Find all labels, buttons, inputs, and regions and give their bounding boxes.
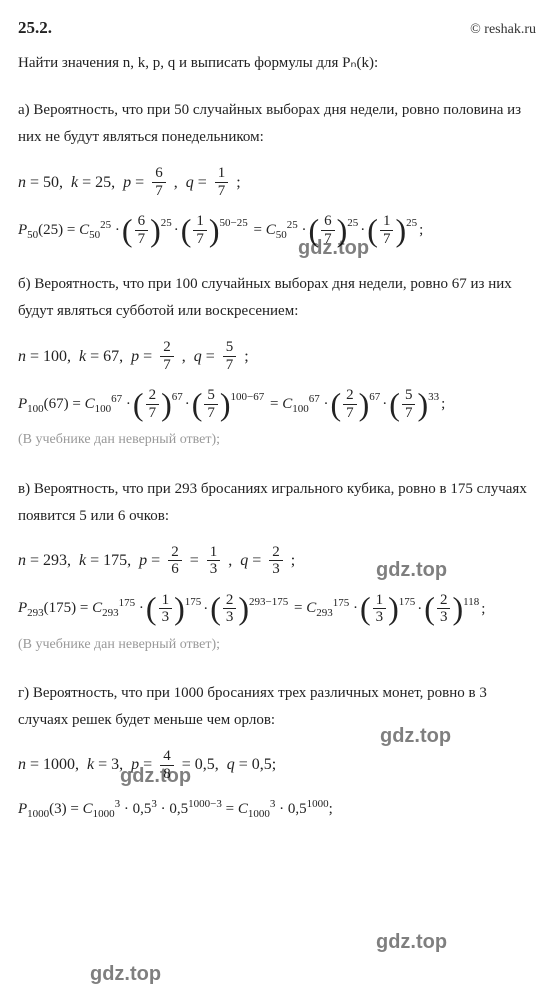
section-a: а) Вероятность, что при 50 случайных выб… <box>18 97 536 247</box>
section-d-formula: P1000(3) = C10003 · 0,53 · 0,51000−3 = C… <box>18 796 536 824</box>
watermark: gdz.top <box>376 926 447 958</box>
op: ; <box>441 392 445 416</box>
op: · <box>360 218 365 242</box>
header: 25.2. © reshak.ru <box>18 14 536 41</box>
credit: © reshak.ru <box>470 19 536 41</box>
term: (57)100−67 <box>192 387 265 421</box>
section-d-params: n = 1000, k = 3, p = 48 = 0,5, q = 0,5; <box>18 748 536 782</box>
param: ; <box>291 548 295 574</box>
term: (23)293−175 <box>210 592 288 626</box>
op: · <box>174 218 179 242</box>
term: (57)33 <box>389 387 439 421</box>
op: · <box>203 597 208 621</box>
fraction: 23 <box>269 544 283 578</box>
section-c: в) Вероятность, что при 293 бросаниях иг… <box>18 476 536 656</box>
task-statement: Найти значения n, k, p, q и выписать фор… <box>18 51 536 75</box>
fraction: 17 <box>215 165 229 199</box>
fraction: 26 <box>168 544 182 578</box>
param: n = 1000, k = 3, p = <box>18 752 152 778</box>
op: = C10067 · <box>266 391 328 419</box>
term: (17)25 <box>367 213 417 247</box>
op: · <box>417 597 422 621</box>
section-d-text: г) Вероятность, что при 1000 бросаниях т… <box>18 680 536 734</box>
section-a-params: n = 50, k = 25, p = 67 , q = 17 ; <box>18 165 536 199</box>
section-b-formula: P100(67) = C10067 · (27)67 · (57)100−67 … <box>18 387 536 421</box>
section-b-params: n = 100, k = 67, p = 27 , q = 57 ; <box>18 339 536 373</box>
term: (27)67 <box>330 387 380 421</box>
op: = C293175 · <box>290 595 358 623</box>
section-a-formula: P50(25) = C5025 · (67)25 · (17)50−25 = C… <box>18 213 536 247</box>
param: , q = <box>174 170 207 196</box>
param: , q = <box>228 548 261 574</box>
term: (13)175 <box>360 592 415 626</box>
section-b: б) Вероятность, что при 100 случайных вы… <box>18 271 536 451</box>
param: n = 50, k = 25, p = <box>18 170 144 196</box>
lhs: P1000(3) = C10003 · 0,53 · 0,51000−3 = C… <box>18 796 333 824</box>
term: (27)67 <box>133 387 183 421</box>
section-c-formula: P293(175) = C293175 · (13)175 · (23)293−… <box>18 592 536 626</box>
watermark: gdz.top <box>90 958 161 990</box>
fraction: 67 <box>152 165 166 199</box>
term: (17)50−25 <box>181 213 248 247</box>
param: ; <box>244 344 248 370</box>
fraction: 27 <box>160 339 174 373</box>
op: · <box>382 392 387 416</box>
param: ; <box>236 170 240 196</box>
section-c-text: в) Вероятность, что при 293 бросаниях иг… <box>18 476 536 530</box>
lhs: P100(67) = C10067 · <box>18 391 131 419</box>
term: (13)175 <box>146 592 201 626</box>
param: n = 293, k = 175, p = <box>18 548 160 574</box>
op: = <box>190 548 199 574</box>
op: ; <box>481 597 485 621</box>
fraction: 57 <box>223 339 237 373</box>
section-d: г) Вероятность, что при 1000 бросаниях т… <box>18 680 536 824</box>
op: · <box>185 392 190 416</box>
lhs: P293(175) = C293175 · <box>18 595 144 623</box>
fraction: 48 <box>160 748 174 782</box>
lhs: P50(25) = C5025 · <box>18 217 120 245</box>
problem-number: 25.2. <box>18 14 52 41</box>
section-b-note: (В учебнике дан неверный ответ); <box>18 429 536 451</box>
section-c-params: n = 293, k = 175, p = 26 = 13 , q = 23 ; <box>18 544 536 578</box>
term: (67)25 <box>308 213 358 247</box>
param: = 0,5, q = 0,5; <box>182 752 277 778</box>
term: (67)25 <box>122 213 172 247</box>
op: = C5025 · <box>250 217 307 245</box>
section-a-text: а) Вероятность, что при 50 случайных выб… <box>18 97 536 151</box>
section-b-text: б) Вероятность, что при 100 случайных вы… <box>18 271 536 325</box>
term: (23)118 <box>424 592 479 626</box>
section-c-note: (В учебнике дан неверный ответ); <box>18 634 536 656</box>
fraction: 13 <box>207 544 221 578</box>
op: ; <box>419 218 423 242</box>
param: , q = <box>182 344 215 370</box>
param: n = 100, k = 67, p = <box>18 344 152 370</box>
